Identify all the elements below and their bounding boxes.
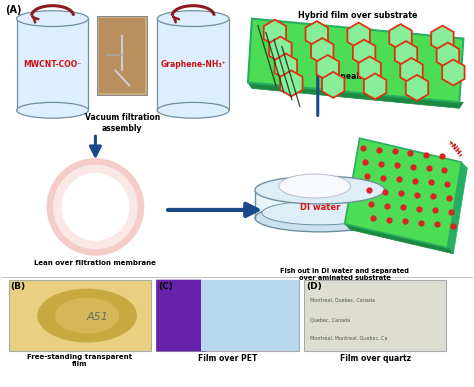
Text: Graphene-NH₃⁺: Graphene-NH₃⁺: [160, 60, 226, 69]
Text: A51: A51: [86, 312, 108, 322]
Text: Montréal, Montreal, Quebec, Ca: Montréal, Montreal, Quebec, Ca: [310, 337, 387, 342]
Polygon shape: [317, 55, 339, 81]
Ellipse shape: [55, 298, 119, 334]
Polygon shape: [322, 72, 345, 98]
Text: Lean over filtration membrane: Lean over filtration membrane: [35, 260, 156, 266]
FancyBboxPatch shape: [9, 280, 151, 351]
Polygon shape: [358, 57, 381, 82]
Text: +NH₃: +NH₃: [446, 138, 463, 158]
Polygon shape: [442, 60, 465, 86]
Polygon shape: [447, 162, 467, 254]
Ellipse shape: [46, 158, 144, 256]
Polygon shape: [345, 138, 461, 248]
Ellipse shape: [279, 174, 351, 198]
Polygon shape: [306, 21, 328, 47]
Polygon shape: [353, 39, 375, 65]
Text: (B): (B): [11, 282, 26, 291]
Polygon shape: [280, 70, 302, 96]
FancyBboxPatch shape: [201, 280, 299, 351]
Text: Quebec, Canada: Quebec, Canada: [310, 317, 350, 322]
Text: (C): (C): [158, 282, 173, 291]
Text: DI water: DI water: [300, 204, 340, 212]
Text: Vacuum filtration
assembly: Vacuum filtration assembly: [85, 113, 160, 134]
Ellipse shape: [17, 11, 89, 27]
Polygon shape: [400, 58, 423, 84]
Ellipse shape: [17, 103, 89, 118]
Polygon shape: [437, 43, 459, 68]
Polygon shape: [248, 82, 463, 108]
Text: Film over PET: Film over PET: [198, 354, 257, 363]
Polygon shape: [406, 75, 428, 101]
Polygon shape: [269, 36, 292, 62]
Text: (A): (A): [5, 5, 21, 15]
Ellipse shape: [255, 176, 384, 204]
Ellipse shape: [262, 201, 378, 225]
Text: MWCNT-COO⁻: MWCNT-COO⁻: [23, 60, 82, 69]
FancyBboxPatch shape: [156, 280, 299, 351]
Text: Free-standing transparent
film: Free-standing transparent film: [27, 354, 133, 367]
Polygon shape: [364, 74, 386, 99]
Text: (D): (D): [306, 282, 321, 291]
Bar: [17, 19, 89, 110]
Text: Montreal, Quebec, Canada: Montreal, Quebec, Canada: [310, 297, 375, 302]
Text: Fish out in DI water and separated
over aminated substrate: Fish out in DI water and separated over …: [280, 268, 409, 281]
Polygon shape: [156, 280, 206, 351]
FancyBboxPatch shape: [98, 15, 147, 95]
Ellipse shape: [53, 164, 138, 249]
FancyBboxPatch shape: [100, 18, 145, 93]
Ellipse shape: [157, 11, 229, 27]
Polygon shape: [431, 26, 454, 51]
Text: Annealing: Annealing: [330, 72, 374, 81]
Polygon shape: [248, 19, 256, 88]
Polygon shape: [395, 41, 417, 67]
Ellipse shape: [157, 103, 229, 118]
Polygon shape: [389, 24, 412, 50]
Polygon shape: [248, 19, 463, 102]
Polygon shape: [311, 38, 334, 64]
Polygon shape: [274, 53, 297, 79]
FancyBboxPatch shape: [304, 280, 447, 351]
Text: Hybrid film over substrate: Hybrid film over substrate: [298, 11, 418, 20]
Polygon shape: [264, 20, 286, 46]
Polygon shape: [345, 224, 453, 254]
Polygon shape: [347, 22, 370, 48]
Bar: [157, 19, 229, 110]
Ellipse shape: [62, 173, 129, 241]
Ellipse shape: [255, 204, 384, 232]
Text: Film over quartz: Film over quartz: [339, 354, 410, 363]
Ellipse shape: [37, 289, 137, 342]
Bar: [255, 190, 384, 218]
